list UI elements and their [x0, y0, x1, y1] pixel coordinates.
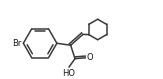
Text: HO: HO [62, 69, 75, 78]
Text: O: O [86, 53, 93, 62]
Text: Br: Br [12, 39, 21, 48]
